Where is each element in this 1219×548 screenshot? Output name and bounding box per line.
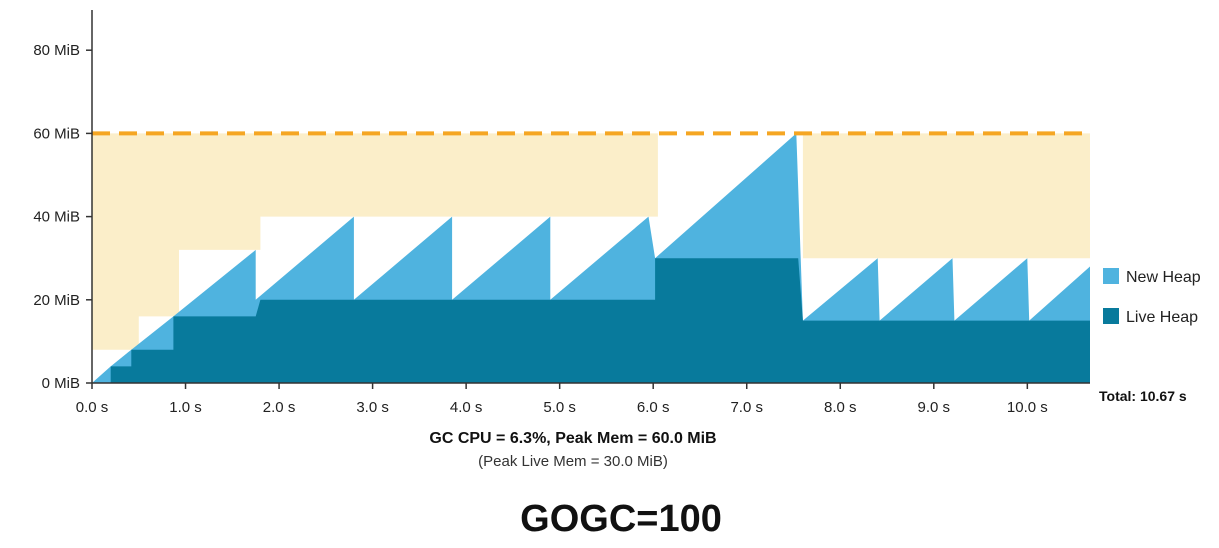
x-tick-label: 3.0 s [356, 399, 389, 416]
legend-label: New Heap [1126, 269, 1201, 286]
legend-swatch [1103, 268, 1119, 284]
x-tick-label: 4.0 s [450, 399, 483, 416]
y-axis-ticks: 0 MiB 20 MiB 40 MiB 60 MiB 80 MiB [33, 42, 92, 392]
legend-swatch [1103, 308, 1119, 324]
x-tick-label: 0.0 s [76, 399, 109, 416]
legend-label: Live Heap [1126, 309, 1198, 326]
x-tick-label: 1.0 s [169, 399, 202, 416]
x-tick-label: 2.0 s [263, 399, 296, 416]
chart-caption: GOGC=100 [520, 498, 722, 540]
x-tick-label: 9.0 s [918, 399, 951, 416]
peak-live-summary: (Peak Live Mem = 30.0 MiB) [478, 453, 668, 470]
x-tick-label: 8.0 s [824, 399, 857, 416]
memory-limit-region [92, 133, 1090, 350]
total-time-label: Total: 10.67 s [1099, 388, 1187, 404]
y-tick-label: 40 MiB [33, 209, 80, 226]
y-tick-label: 0 MiB [42, 375, 80, 392]
y-tick-label: 60 MiB [33, 125, 80, 142]
y-tick-label: 80 MiB [33, 42, 80, 59]
legend: New Heap Live Heap [1103, 268, 1201, 326]
x-tick-label: 7.0 s [730, 399, 763, 416]
live-heap-area [92, 258, 1090, 383]
x-axis-ticks: 0.0 s 1.0 s 2.0 s 3.0 s 4.0 s 5.0 s 6.0 s 7.0 s… [76, 383, 1048, 416]
x-tick-label: 6.0 s [637, 399, 670, 416]
y-tick-label: 20 MiB [33, 292, 80, 309]
gc-summary: GC CPU = 6.3%, Peak Mem = 60.0 MiB [429, 430, 717, 447]
x-tick-label: 10.0 s [1007, 399, 1048, 416]
x-tick-label: 5.0 s [543, 399, 576, 416]
